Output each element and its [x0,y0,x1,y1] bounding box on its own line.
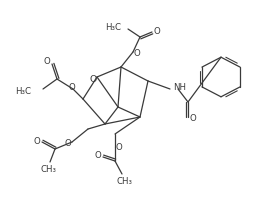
Text: CH₃: CH₃ [40,165,56,174]
Text: H₃C: H₃C [105,22,121,31]
Text: CH₃: CH₃ [116,177,132,186]
Text: O: O [69,83,75,92]
Text: O: O [65,138,71,147]
Text: O: O [190,114,196,123]
Text: O: O [34,136,41,145]
Text: O: O [134,48,140,57]
Text: H₃C: H₃C [15,87,31,96]
Text: O: O [89,75,97,84]
Text: O: O [116,143,122,152]
Text: NH: NH [173,83,186,92]
Text: O: O [44,57,50,66]
Text: O: O [95,151,101,160]
Text: O: O [154,26,160,35]
